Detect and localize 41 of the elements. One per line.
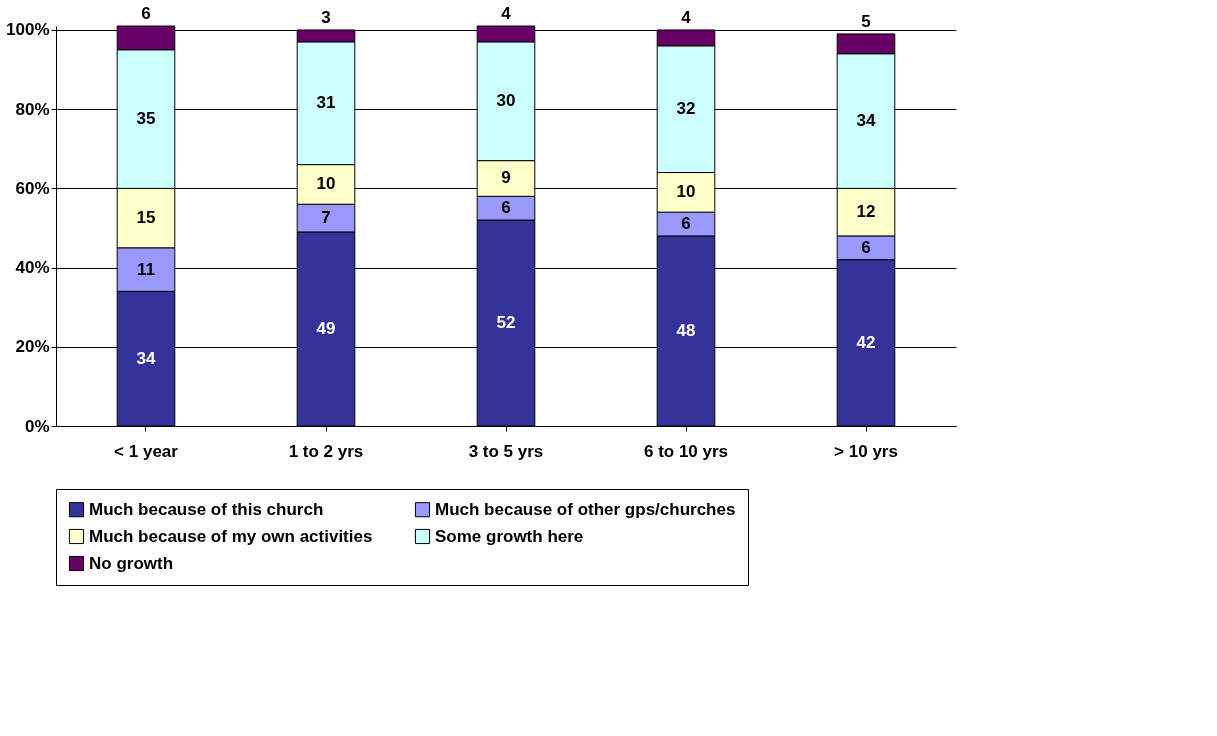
x-tick-label: > 10 yrs: [834, 441, 898, 461]
data-label: 9: [501, 168, 511, 188]
y-tick-label: 80%: [15, 99, 50, 119]
legend-label: Much because of this church: [89, 499, 324, 519]
data-label: 10: [676, 182, 696, 202]
data-label: 6: [861, 237, 871, 257]
x-tick-label: 6 to 10 yrs: [643, 441, 729, 461]
data-label: 48: [676, 320, 696, 340]
data-label: 34: [856, 111, 876, 131]
data-label: 3: [321, 7, 331, 27]
y-tick-label: 60%: [15, 178, 50, 198]
legend-label: No growth: [89, 553, 174, 573]
legend-label: Much because of other gps/churches: [435, 499, 736, 519]
data-label: 6: [501, 198, 511, 218]
data-label: 6: [681, 214, 691, 234]
data-label: 42: [856, 332, 876, 352]
data-label: 4: [681, 7, 692, 27]
x-tick-label: 3 to 5 yrs: [468, 441, 544, 461]
data-label: 52: [496, 313, 516, 333]
y-tick-label: 100%: [6, 20, 50, 40]
data-label: 4: [501, 4, 512, 23]
data-label: 49: [316, 318, 336, 338]
data-label: 35: [136, 109, 156, 129]
legend-label: Some growth here: [435, 526, 584, 546]
data-label: 31: [316, 93, 336, 113]
data-label: 12: [856, 202, 876, 222]
legend-label: Much because of my own activities: [89, 526, 373, 546]
x-tick-label: < 1 year: [114, 441, 179, 461]
data-label: 32: [676, 99, 696, 119]
data-label: 6: [141, 4, 151, 23]
data-label: 34: [136, 348, 156, 368]
data-label: 10: [316, 174, 336, 194]
data-label: 5: [861, 11, 871, 31]
data-label: 11: [137, 259, 155, 279]
x-tick-label: 1 to 2 yrs: [288, 441, 364, 461]
y-tick-label: 20%: [15, 337, 50, 357]
data-label: 30: [496, 91, 516, 111]
data-label: 7: [321, 208, 331, 228]
y-tick-label: 40%: [15, 258, 50, 278]
data-label: 15: [136, 208, 156, 228]
y-tick-label: 0%: [24, 416, 50, 436]
